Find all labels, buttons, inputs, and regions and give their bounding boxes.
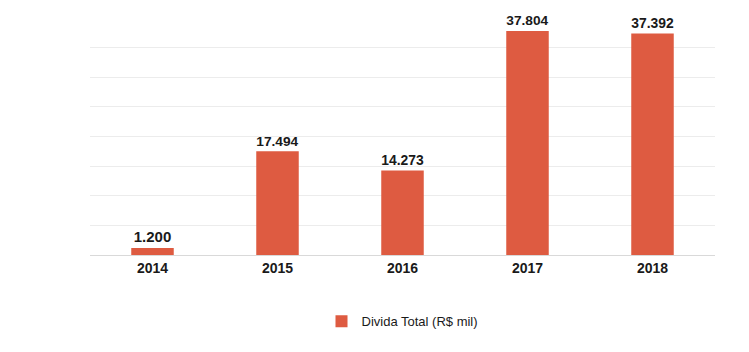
svg-text:37.804: 37.804 xyxy=(506,13,548,28)
svg-text:2015: 2015 xyxy=(262,260,293,276)
svg-text:37.392: 37.392 xyxy=(631,15,674,31)
svg-text:2014: 2014 xyxy=(137,260,168,276)
svg-text:14.273: 14.273 xyxy=(381,152,424,168)
svg-text:2016: 2016 xyxy=(387,260,418,276)
svg-text:17.494: 17.494 xyxy=(256,134,298,149)
svg-text:1.200: 1.200 xyxy=(134,228,172,245)
svg-text:2017: 2017 xyxy=(512,260,543,276)
svg-text:Divida Total (R$ mil): Divida Total (R$ mil) xyxy=(362,314,478,329)
svg-text:2018: 2018 xyxy=(637,260,668,276)
